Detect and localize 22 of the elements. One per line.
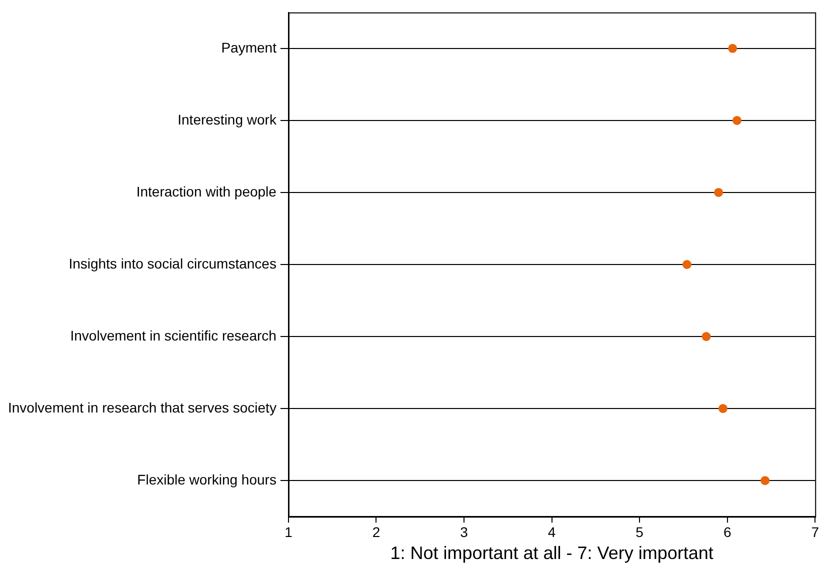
point	[728, 44, 738, 53]
point	[682, 260, 692, 269]
x-tick-label: 7	[811, 524, 820, 540]
y-tick-label: Insights into social circumstances	[68, 255, 276, 272]
x-tick-label: 3	[460, 524, 468, 540]
point	[718, 404, 728, 414]
y-tick-label: Interesting work	[178, 111, 278, 128]
point	[714, 188, 724, 197]
point	[702, 332, 711, 342]
point	[732, 116, 742, 125]
point	[760, 476, 770, 486]
y-tick-label: Payment	[221, 39, 277, 56]
x-tick-label: 2	[372, 524, 380, 540]
x-tick-label: 5	[636, 524, 644, 540]
x-tick-label: 6	[723, 524, 732, 540]
y-tick-label: Involvement in scientific research	[70, 327, 276, 344]
x-tick-label: 4	[548, 524, 556, 540]
y-tick-label: Flexible working hours	[137, 471, 276, 488]
y-tick-label: Involvement in research that serves society	[8, 399, 276, 416]
y-tick-label: Interaction with people	[136, 183, 277, 200]
x-axis-title: 1: Not important at all - 7: Very important	[390, 543, 714, 564]
x-tick-label: 1	[284, 524, 293, 540]
